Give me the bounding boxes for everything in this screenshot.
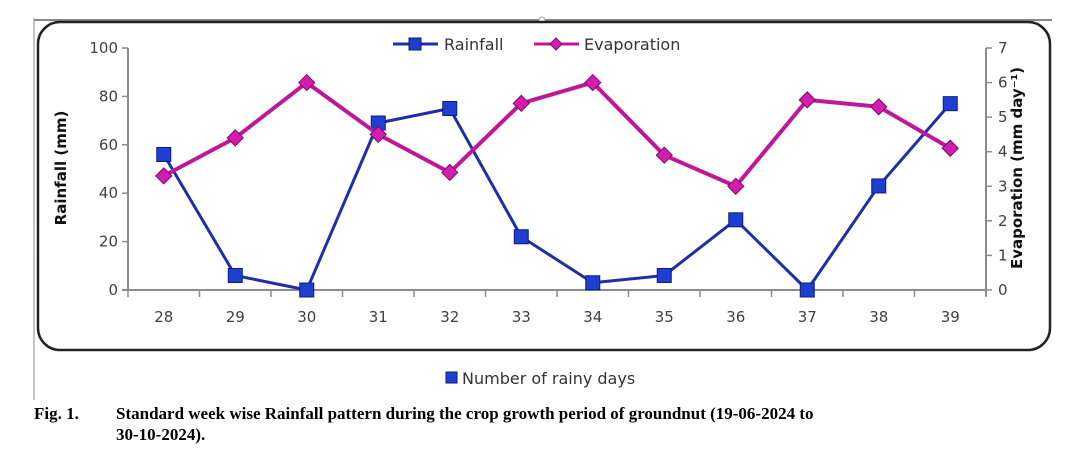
y-tick-label: 40 (99, 184, 118, 202)
x-tick-label: 39 (941, 308, 960, 326)
rainfall-point (227, 267, 243, 283)
series-layer (155, 73, 959, 298)
x-tick-label: 33 (512, 308, 531, 326)
legend-evaporation-marker (549, 37, 563, 51)
rainfall-point (942, 96, 958, 112)
evaporation-point (226, 129, 244, 147)
legend-item-evaporation: Evaporation (534, 35, 680, 54)
rainfall-point (299, 282, 315, 298)
rainfall-point (799, 282, 815, 298)
evaporation-point (155, 167, 173, 185)
x-tick-label: 36 (726, 308, 745, 326)
rainfall-line (162, 102, 952, 292)
legend-rainfall-marker (408, 37, 422, 51)
rainfall-point (728, 212, 744, 228)
y-tick-label: 80 (99, 87, 118, 105)
legend-evaporation-label: Evaporation (584, 35, 680, 54)
x-tick-label: 28 (154, 308, 173, 326)
caption-line-1: Standard week wise Rainfall pattern duri… (116, 404, 814, 423)
y2-tick-label: 2 (998, 212, 1008, 230)
x-tick-label: 29 (226, 308, 245, 326)
figure-caption: Fig. 1. Standard week wise Rainfall patte… (34, 403, 1054, 445)
legend: Rainfall Evaporation (393, 35, 680, 54)
y-tick-label: 20 (99, 233, 118, 251)
y2-axis-title: Evaporation (mm day⁻¹) (1008, 67, 1026, 269)
evaporation-point (441, 163, 459, 182)
evaporation-line (162, 80, 952, 189)
evaporation-point (369, 125, 387, 144)
chart-border (36, 20, 1052, 352)
x-tick-label: 32 (440, 308, 459, 326)
evaporation-point (512, 94, 530, 113)
x-tick-label: 31 (369, 308, 388, 326)
y-tick-label: 60 (99, 136, 118, 154)
x-tick-label: 35 (655, 308, 674, 326)
rainfall-point (656, 267, 672, 283)
y2-tick-label: 0 (998, 281, 1008, 299)
rainfall-point (585, 275, 601, 291)
x-tick-label: 38 (869, 308, 888, 326)
x-tick-label: 34 (583, 308, 602, 326)
x-tick-label: 37 (798, 308, 817, 326)
figure-label: Fig. 1. (34, 404, 79, 423)
y2-tick-label: 5 (998, 108, 1008, 126)
y2-tick-label: 4 (998, 143, 1008, 161)
y-tick-label: 0 (108, 281, 118, 299)
legend-rainfall-label: Rainfall (444, 35, 503, 54)
x-tick-label: 30 (297, 308, 316, 326)
secondary-legend: Number of rainy days (445, 369, 635, 388)
y2-tick-label: 1 (998, 246, 1008, 264)
rainfall-point (156, 146, 172, 162)
evaporation-point (798, 91, 816, 109)
caption-line-2: 30-10-2024). (116, 425, 206, 444)
y-axis-title: Rainfall (mm) (52, 111, 70, 226)
y2-tick-label: 7 (998, 39, 1008, 57)
rainy-days-legend-label: Number of rainy days (462, 369, 635, 388)
evaporation-point (727, 177, 745, 195)
y2-tick-label: 6 (998, 74, 1008, 92)
evaporation-point (941, 139, 959, 157)
evaporation-point (584, 73, 602, 92)
rainfall-point (513, 229, 529, 245)
rainfall-point (871, 178, 887, 194)
legend-item-rainfall: Rainfall (393, 35, 503, 54)
rainy-days-legend-marker (445, 371, 458, 384)
evaporation-point (298, 73, 316, 92)
rainfall-point (442, 101, 458, 116)
y2-tick-label: 3 (998, 177, 1008, 195)
evaporation-point (870, 98, 888, 116)
evaporation-point (655, 146, 673, 164)
y-tick-label: 100 (89, 39, 118, 57)
